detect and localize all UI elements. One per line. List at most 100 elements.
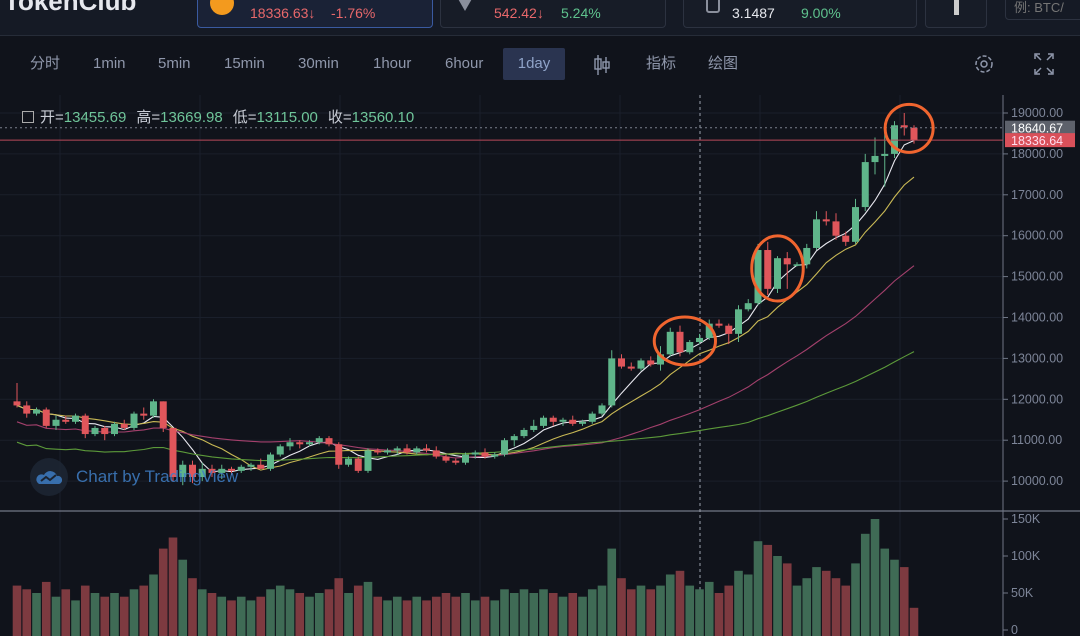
- drawing-button[interactable]: 绘图: [708, 55, 739, 72]
- volume-bar: [714, 593, 724, 636]
- interval-5min[interactable]: 5min: [158, 55, 191, 72]
- candle-body: [764, 250, 772, 289]
- candle-body: [881, 153, 889, 156]
- close-value: 13560.10: [351, 109, 415, 126]
- indicators-button[interactable]: 指标: [646, 55, 677, 72]
- volume-bar: [685, 585, 695, 636]
- volume-tick-label: 100K: [1011, 549, 1041, 563]
- candle-body: [13, 401, 21, 406]
- ticker-card-eos[interactable]: 3.1487 9.00%: [683, 0, 917, 28]
- ticker-change: -1.76%: [331, 5, 376, 21]
- last-price-badge: [1005, 120, 1075, 135]
- volume-bar: [743, 574, 753, 636]
- candle-body: [276, 446, 284, 455]
- legend-toggle-icon[interactable]: [22, 111, 34, 123]
- volume-bar: [578, 596, 587, 636]
- tokenclub-logo[interactable]: TokenClub: [4, 0, 137, 16]
- volume-bar: [71, 600, 80, 636]
- candle-body: [169, 427, 177, 478]
- volume-bar: [461, 593, 470, 636]
- candle-body: [686, 342, 694, 353]
- close-label: 收=: [327, 109, 352, 126]
- candle-body: [237, 466, 245, 471]
- candle-body: [393, 448, 401, 451]
- volume-bar: [675, 570, 685, 636]
- volume-bar: [12, 585, 22, 636]
- fullscreen-button[interactable]: [1022, 48, 1066, 80]
- candle-body: [267, 454, 274, 469]
- volume-bar: [470, 600, 480, 636]
- volume-bar: [831, 578, 841, 636]
- volume-bar: [129, 589, 139, 636]
- price-tick-label: 18000.00: [1011, 147, 1063, 161]
- candle-body: [559, 419, 567, 422]
- candle-body: [871, 155, 879, 163]
- interval-6hour[interactable]: 6hour: [445, 55, 484, 72]
- volume-tick-label: 150K: [1011, 512, 1041, 526]
- settings-button[interactable]: [962, 48, 1006, 80]
- volume-bar: [821, 570, 831, 636]
- search-input[interactable]: [1005, 0, 1080, 20]
- volume-bar: [665, 574, 675, 636]
- price-tick-label: 10000.00: [1011, 474, 1063, 488]
- low-label: 低=: [232, 109, 257, 126]
- ethereum-icon: [457, 0, 473, 11]
- candle-body: [783, 258, 791, 265]
- candle-body: [218, 468, 226, 473]
- interval-30min[interactable]: 30min: [298, 55, 339, 72]
- candle-body: [462, 454, 469, 463]
- ticker-bar: TokenClub 18336.63↓ -1.76% 542.42↓ 5.24%…: [0, 0, 1080, 36]
- candle-body: [510, 436, 518, 441]
- fullscreen-icon: [1034, 53, 1054, 75]
- low-value: 13115.00: [256, 109, 318, 126]
- volume-bar: [246, 600, 256, 636]
- candle-body: [579, 421, 586, 424]
- volume-bar: [100, 596, 110, 636]
- candle-body: [569, 419, 577, 424]
- volume-bar: [519, 589, 529, 636]
- ticker-card-eth[interactable]: 542.42↓ 5.24%: [440, 0, 666, 28]
- candle-body: [540, 417, 547, 426]
- interval-1hour[interactable]: 1hour: [373, 55, 412, 72]
- volume-bar: [880, 548, 890, 636]
- volume-bar: [782, 563, 792, 636]
- candle-body: [345, 458, 352, 465]
- price-tick-label: 19000.00: [1011, 106, 1063, 120]
- volume-bar: [305, 596, 314, 636]
- tradingview-watermark[interactable]: Chart by TradingView: [30, 458, 238, 496]
- volume-bar: [80, 585, 90, 636]
- volume-bar: [548, 593, 558, 636]
- volume-bar: [61, 589, 71, 636]
- interval-1min[interactable]: 1min: [93, 55, 126, 72]
- candle-body: [481, 452, 489, 457]
- candle-type-button[interactable]: [582, 48, 622, 80]
- candle-body: [306, 442, 313, 445]
- ticker-card-more[interactable]: [925, 0, 987, 28]
- candle-body: [42, 409, 50, 426]
- candle-body: [198, 468, 206, 478]
- ticker-card-btc[interactable]: 18336.63↓ -1.76%: [197, 0, 433, 28]
- volume-bar: [646, 589, 656, 636]
- candle-body: [861, 162, 869, 208]
- candle-body: [335, 444, 343, 465]
- volume-bar: [890, 559, 899, 636]
- volume-bar: [266, 589, 275, 636]
- interval-1day[interactable]: 1day: [503, 48, 565, 80]
- candle-body: [666, 331, 674, 355]
- current-price-label: 18336.64: [1011, 134, 1063, 148]
- volume-bar: [841, 585, 851, 636]
- more-icon: [954, 0, 959, 15]
- volume-bar: [119, 596, 129, 636]
- candle-body: [432, 450, 440, 457]
- interval-15min[interactable]: 15min: [224, 55, 265, 72]
- interval-time-sharing[interactable]: 分时: [30, 55, 61, 72]
- volume-bar: [188, 578, 197, 636]
- candle-body: [315, 438, 323, 443]
- candle-body: [413, 448, 421, 453]
- candle-body: [442, 456, 450, 461]
- volume-bar: [217, 596, 227, 636]
- volume-bar: [178, 559, 188, 636]
- candle-body: [91, 427, 99, 435]
- volume-bar: [500, 589, 509, 636]
